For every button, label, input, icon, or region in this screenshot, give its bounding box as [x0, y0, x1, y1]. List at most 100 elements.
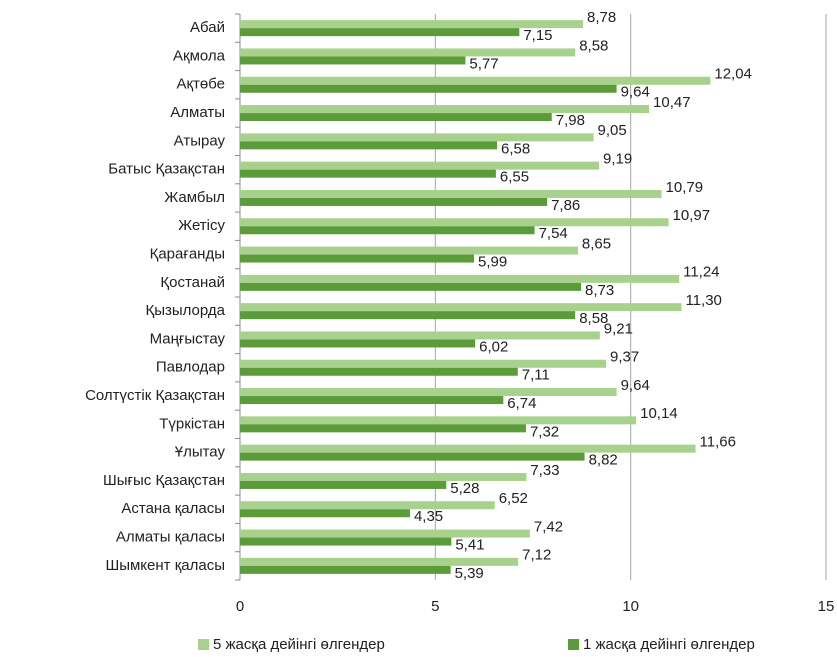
legend-swatch [198, 639, 209, 650]
bar [240, 169, 496, 178]
value-label: 7,98 [556, 112, 585, 129]
value-label: 5,39 [455, 565, 484, 582]
value-label: 7,42 [534, 518, 563, 535]
bar [240, 274, 680, 283]
legend-swatch [568, 639, 579, 650]
bar [240, 339, 476, 348]
bar [240, 282, 582, 291]
bar [240, 113, 552, 122]
value-label: 11,66 [700, 433, 736, 450]
value-label: 7,33 [530, 462, 559, 479]
value-label: 8,58 [579, 310, 608, 327]
value-label: 8,65 [582, 235, 611, 252]
bar [240, 28, 520, 37]
bar [240, 133, 594, 142]
value-label: 5,99 [478, 254, 507, 271]
bar [240, 84, 617, 93]
bar [240, 105, 650, 114]
y-tick-label: Шығыс Қазақстан [103, 472, 225, 489]
value-label: 4,35 [414, 508, 443, 525]
bar [240, 480, 447, 489]
value-label: 6,55 [500, 169, 529, 186]
value-label: 5,28 [450, 480, 479, 497]
y-tick-label: Шымкент қаласы [105, 557, 225, 574]
value-label: 7,32 [530, 423, 559, 440]
value-label: 7,86 [551, 197, 580, 214]
bar [240, 254, 475, 263]
y-tick-label: Ақтөбе [176, 76, 225, 93]
bar [240, 537, 452, 546]
y-tick-label: Жетісу [178, 217, 225, 234]
y-tick-label: Алматы қаласы [116, 529, 225, 546]
bar [240, 226, 535, 235]
value-label: 5,41 [455, 537, 484, 554]
value-label: 8,73 [585, 282, 614, 299]
bar [240, 452, 585, 461]
value-label: 7,11 [522, 367, 550, 384]
bar [240, 218, 669, 227]
value-label: 12,04 [714, 66, 752, 83]
y-tick-label: Павлодар [156, 359, 225, 376]
value-label: 9,64 [621, 377, 650, 394]
bar [240, 56, 466, 65]
value-label: 11,30 [685, 292, 721, 309]
bar [240, 501, 495, 510]
bar [240, 416, 637, 425]
bar [240, 367, 518, 376]
value-label: 6,58 [501, 140, 530, 157]
y-tick-label: Қостанай [160, 274, 225, 291]
value-label: 7,15 [523, 27, 552, 44]
y-tick-label: Абай [190, 19, 225, 36]
bar [240, 20, 584, 29]
y-tick-label: Солтүстік Қазақстан [85, 387, 225, 404]
y-tick-label: Ұлытау [175, 444, 226, 461]
value-label: 8,82 [589, 452, 618, 469]
bar [240, 444, 696, 453]
value-label: 9,19 [603, 150, 632, 167]
value-label: 6,74 [507, 395, 536, 412]
value-label: 9,37 [610, 349, 639, 366]
value-label: 9,05 [598, 122, 627, 139]
y-tick-label: Алматы [170, 104, 225, 121]
value-label: 10,47 [653, 94, 691, 111]
x-tick-label: 5 [431, 598, 439, 615]
value-label: 8,78 [587, 9, 616, 26]
legend-label: 1 жасқа дейінгі өлгендер [583, 636, 755, 653]
value-label: 5,77 [469, 55, 498, 72]
value-label: 6,52 [499, 490, 528, 507]
bar [240, 246, 578, 255]
bar [240, 197, 548, 206]
y-tick-label: Маңғыстау [150, 330, 226, 347]
bar [240, 472, 527, 481]
bar [240, 509, 410, 518]
legend-label: 5 жасқа дейінгі өлгендер [213, 636, 385, 653]
value-label: 9,21 [604, 320, 633, 337]
x-tick-label: 15 [818, 598, 835, 615]
bar [240, 303, 682, 312]
y-tick-label: Астана қаласы [121, 500, 225, 517]
bar [240, 331, 600, 340]
y-tick-label: Ақмола [173, 47, 226, 64]
x-tick-label: 0 [236, 598, 244, 615]
value-label: 8,58 [579, 37, 608, 54]
y-tick-label: Батыс Қазақстан [108, 161, 225, 178]
bar [240, 189, 662, 198]
value-label: 11,24 [683, 264, 719, 281]
value-label: 9,64 [621, 84, 650, 101]
bar [240, 48, 576, 57]
bar [240, 565, 451, 574]
y-tick-label: Атырау [174, 132, 226, 149]
bar [240, 424, 526, 433]
bar [240, 529, 530, 538]
y-tick-label: Қарағанды [150, 246, 225, 263]
value-label: 7,12 [522, 547, 551, 564]
bar [240, 161, 600, 170]
x-tick-label: 10 [622, 598, 639, 615]
bar [240, 388, 617, 397]
y-tick-label: Жамбыл [164, 189, 225, 206]
value-label: 10,97 [673, 207, 711, 224]
bar [240, 359, 607, 368]
y-tick-label: Түркістан [159, 415, 225, 432]
value-label: 7,54 [539, 225, 568, 242]
